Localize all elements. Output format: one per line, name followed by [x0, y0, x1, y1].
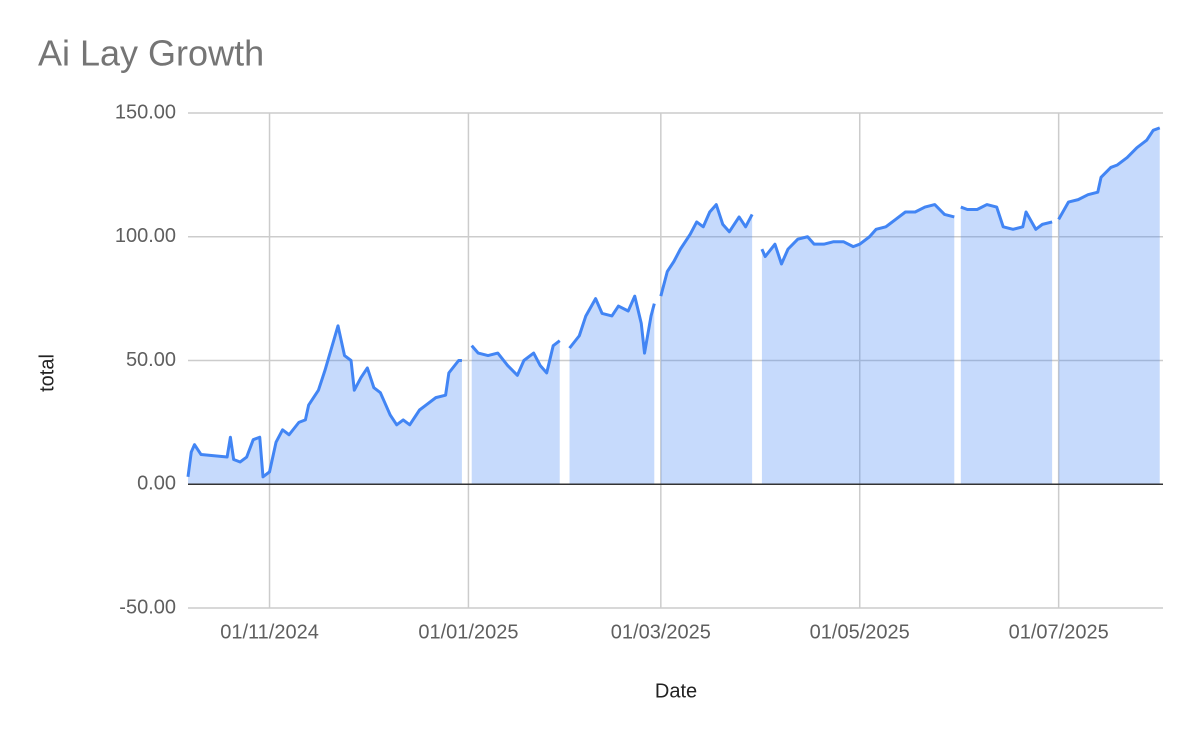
line — [470, 339, 561, 377]
line — [960, 203, 1053, 231]
area — [1058, 127, 1160, 485]
line — [568, 294, 656, 355]
y-tick-label: -50.00 — [119, 596, 176, 618]
x-tick-label: 01/11/2024 — [220, 621, 319, 643]
line — [760, 203, 955, 266]
x-tick-label: 01/03/2025 — [611, 621, 711, 643]
y-axis-title: total — [36, 354, 58, 392]
x-tick-label: 01/07/2025 — [1009, 621, 1109, 643]
line — [186, 324, 462, 479]
area — [761, 204, 955, 485]
area — [471, 340, 560, 485]
area — [660, 204, 753, 485]
line — [1057, 126, 1161, 221]
y-tick-label: 0.00 — [137, 473, 176, 495]
y-tick-label: 50.00 — [126, 349, 176, 371]
chart-title: Ai Lay Growth — [38, 33, 264, 74]
x-tick-label: 01/05/2025 — [810, 621, 910, 643]
area — [569, 296, 655, 485]
x-tick-label: 01/01/2025 — [418, 621, 518, 643]
area — [188, 325, 462, 485]
y-tick-label: 100.00 — [115, 225, 176, 247]
y-tick-label: 150.00 — [115, 101, 176, 123]
line — [659, 203, 754, 297]
area — [960, 204, 1053, 485]
x-axis-title: Date — [655, 680, 697, 702]
